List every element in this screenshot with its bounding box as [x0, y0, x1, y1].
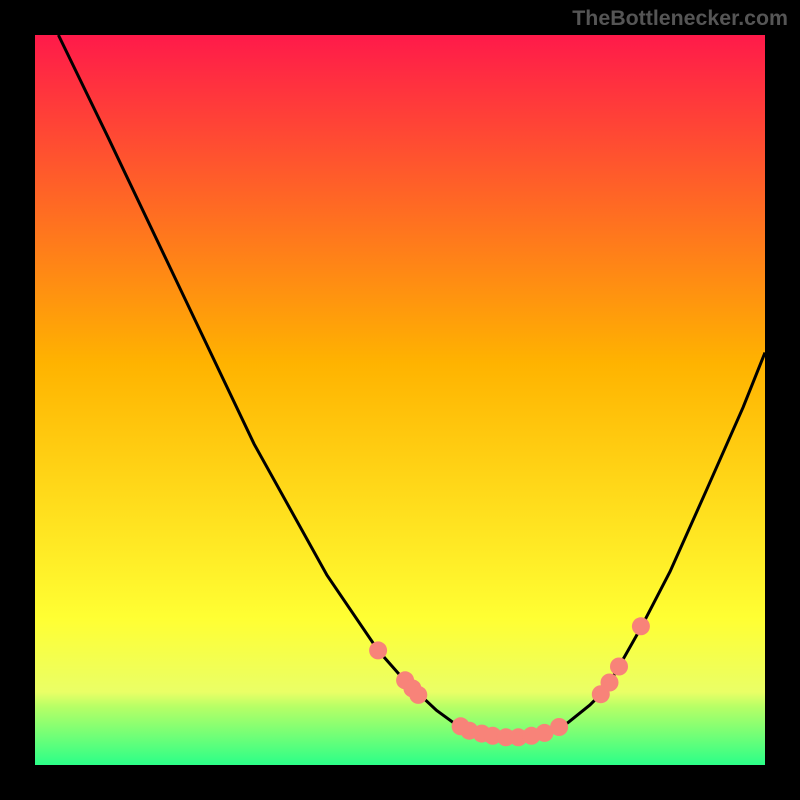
- curve-marker: [601, 674, 619, 692]
- curve-marker: [550, 718, 568, 736]
- curve-marker: [369, 641, 387, 659]
- curve-markers: [369, 617, 650, 746]
- curve-marker: [632, 617, 650, 635]
- curve-marker: [610, 658, 628, 676]
- bottleneck-curve: [35, 35, 765, 765]
- plot-area: [35, 35, 765, 765]
- curve-marker: [409, 686, 427, 704]
- chart-frame: TheBottlenecker.com: [0, 0, 800, 800]
- curve-line: [58, 35, 765, 737]
- watermark-text: TheBottlenecker.com: [572, 6, 788, 31]
